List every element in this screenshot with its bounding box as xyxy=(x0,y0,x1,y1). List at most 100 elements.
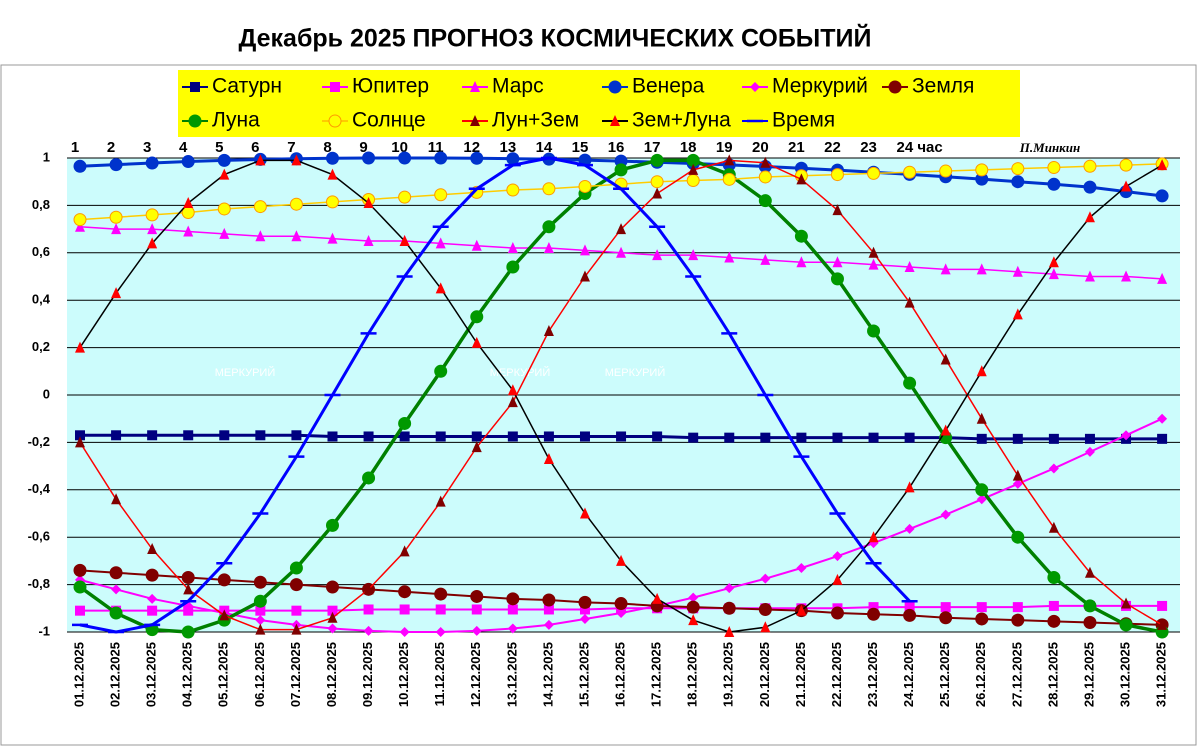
data-point xyxy=(435,282,446,294)
data-point xyxy=(327,168,338,180)
data-point xyxy=(760,156,771,168)
data-point xyxy=(109,566,123,580)
data-point xyxy=(1157,600,1168,611)
data-point xyxy=(147,593,158,604)
data-point xyxy=(1012,265,1023,277)
data-point xyxy=(434,587,448,601)
data-point xyxy=(832,551,843,562)
x-tick-label: 17.12.2025 xyxy=(649,642,664,707)
data-point xyxy=(1083,616,1097,630)
data-point xyxy=(327,623,338,634)
data-point xyxy=(796,563,807,574)
data-point xyxy=(506,592,520,606)
hour-label: 12 xyxy=(463,139,480,156)
data-point xyxy=(1048,256,1059,268)
data-point xyxy=(830,168,844,182)
data-point xyxy=(471,604,482,615)
data-point xyxy=(1084,270,1095,282)
data-point xyxy=(976,263,987,275)
hour-label: 22 xyxy=(824,139,841,156)
data-point xyxy=(435,431,446,442)
data-point xyxy=(904,432,915,443)
x-tick-label: 11.12.2025 xyxy=(432,642,447,706)
legend-marker xyxy=(750,82,760,92)
y-tick-label: -0,8 xyxy=(28,576,50,591)
data-point xyxy=(147,430,158,441)
data-point xyxy=(109,606,123,620)
data-point xyxy=(832,573,843,585)
x-tick-label: 08.12.2025 xyxy=(324,642,339,707)
data-point xyxy=(111,430,122,441)
data-point xyxy=(543,619,554,630)
data-point xyxy=(542,182,556,196)
data-point xyxy=(758,194,772,208)
data-point xyxy=(327,605,338,616)
data-point xyxy=(724,251,735,263)
data-point xyxy=(904,296,915,308)
data-point xyxy=(434,151,448,165)
data-point xyxy=(1048,463,1059,474)
data-point xyxy=(616,431,627,442)
data-point xyxy=(867,607,881,621)
data-point xyxy=(1047,177,1061,191)
legend-label: Марс xyxy=(492,75,544,98)
legend-marker xyxy=(610,115,620,126)
data-point xyxy=(327,611,338,623)
data-point xyxy=(75,220,85,232)
data-point xyxy=(291,623,302,635)
hour-label: 19 xyxy=(716,139,733,156)
data-point xyxy=(219,609,230,621)
data-point xyxy=(181,570,195,584)
data-point xyxy=(1012,308,1023,320)
data-point xyxy=(542,593,556,607)
data-point xyxy=(183,583,194,595)
annotation: МЕРКУРИЙ xyxy=(605,366,666,379)
x-tick-label: 22.12.2025 xyxy=(829,642,844,707)
data-point xyxy=(904,481,915,493)
data-point xyxy=(253,594,267,608)
data-point xyxy=(1083,599,1097,613)
data-point xyxy=(1083,180,1097,194)
hour-label: 15 xyxy=(572,139,589,156)
y-tick-label: 0,2 xyxy=(32,339,50,354)
data-point xyxy=(832,256,843,268)
data-point xyxy=(145,568,159,582)
data-point xyxy=(688,249,699,261)
data-point xyxy=(1048,433,1059,444)
data-point xyxy=(686,174,700,188)
x-tick-label: 27.12.2025 xyxy=(1009,642,1024,707)
legend-marker xyxy=(190,82,200,92)
y-tick-label: 0,4 xyxy=(32,292,51,307)
data-point xyxy=(616,223,627,235)
data-point xyxy=(579,244,590,256)
data-point xyxy=(325,518,339,532)
hour-label: 5 xyxy=(215,139,223,156)
data-point xyxy=(868,258,879,270)
data-point xyxy=(363,197,374,209)
data-point xyxy=(975,612,989,626)
y-tick-label: -0,2 xyxy=(28,434,50,449)
data-point xyxy=(73,580,87,594)
data-point xyxy=(939,611,953,625)
data-point xyxy=(291,230,302,242)
data-point xyxy=(183,430,194,441)
data-point xyxy=(796,256,807,268)
data-point xyxy=(507,242,518,254)
hour-label: 16 xyxy=(608,139,625,156)
data-point xyxy=(327,431,338,442)
x-tick-label: 23.12.2025 xyxy=(865,642,880,707)
data-point xyxy=(650,175,664,189)
hour-label: 17 xyxy=(644,139,661,156)
data-point xyxy=(542,220,556,234)
hour-label: 6 xyxy=(251,139,259,156)
data-point xyxy=(579,613,590,624)
data-point xyxy=(1157,413,1168,424)
data-point xyxy=(904,523,915,534)
data-point xyxy=(471,239,482,251)
x-tick-label: 19.12.2025 xyxy=(721,642,736,707)
data-point xyxy=(363,604,374,615)
data-point xyxy=(940,509,951,520)
data-point xyxy=(760,432,771,443)
data-point xyxy=(289,561,303,575)
data-point xyxy=(255,430,266,441)
